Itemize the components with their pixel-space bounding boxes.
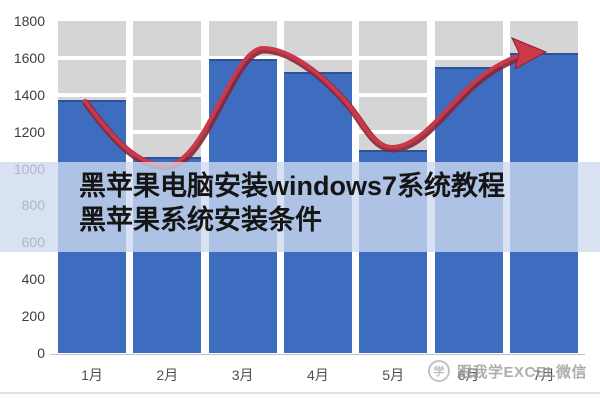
image-bottom-border xyxy=(0,392,600,394)
x-axis-tick-label: 7月 xyxy=(532,367,555,383)
x-axis-line xyxy=(50,354,585,355)
caption-line-1: 黑苹果电脑安装windows7系统教程 xyxy=(79,171,506,201)
x-axis-tick-label: 6月 xyxy=(457,367,480,383)
y-axis-tick-label: 1400 xyxy=(13,86,45,103)
x-axis-tick-label: 4月 xyxy=(306,367,329,383)
x-axis-tick-label: 5月 xyxy=(382,367,405,383)
y-axis-tick-label: 400 xyxy=(21,271,45,288)
caption-title: 黑苹果电脑安装windows7系统教程 黑苹果系统安装条件 xyxy=(79,169,599,237)
y-axis-tick-label: 1800 xyxy=(13,13,45,29)
x-axis-tick-label: 3月 xyxy=(231,367,254,383)
logo-circle-icon: 学 xyxy=(428,360,450,382)
caption-band xyxy=(0,162,600,252)
caption-line-2: 黑苹果系统安装条件 xyxy=(79,205,322,235)
y-axis-tick-label: 1200 xyxy=(13,123,45,140)
y-axis-tick-label: 1600 xyxy=(13,49,45,66)
x-axis-tick-label: 2月 xyxy=(156,367,179,383)
x-axis-tick-label: 1月 xyxy=(81,367,103,383)
watermark-text: 跟我学EXCEL微信 xyxy=(457,363,588,381)
y-axis-tick-label: 200 xyxy=(21,308,45,325)
y-axis-tick-label: 0 xyxy=(37,345,45,361)
watermark: 学 跟我学EXCEL微信 xyxy=(428,355,598,387)
